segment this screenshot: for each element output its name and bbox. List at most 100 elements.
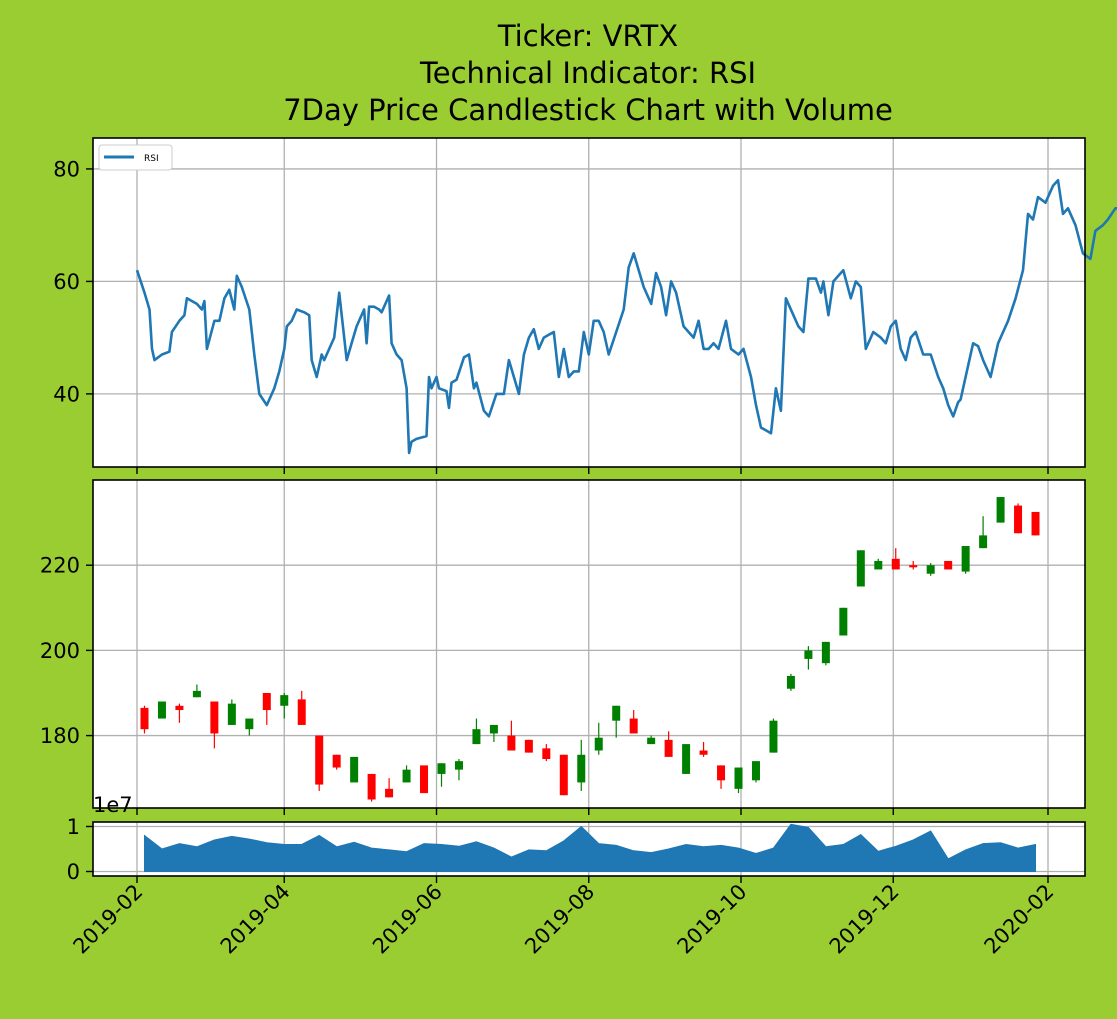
- candlestick: [454, 759, 463, 781]
- volume-offset-text: 1e7: [93, 793, 133, 817]
- rsi-legend-label: RSI: [144, 154, 159, 164]
- candlestick: [839, 607, 848, 636]
- candle-body: [140, 707, 149, 730]
- candle-body: [157, 701, 166, 719]
- rsi-y-tick-label: 60: [53, 270, 80, 294]
- candlestick: [192, 684, 201, 698]
- candlestick: [909, 560, 918, 570]
- rsi-line: [135, 178, 1117, 455]
- candle-body: [821, 641, 830, 664]
- candlestick: [682, 744, 691, 774]
- candlestick: [489, 724, 498, 742]
- candle-layer: [140, 497, 1040, 802]
- candlestick: [280, 692, 289, 719]
- candlestick: [629, 710, 638, 734]
- candle-body: [577, 754, 586, 783]
- candlestick: [140, 705, 149, 734]
- candle-body: [839, 607, 848, 636]
- rsi-panel: 40 60 80 RSI: [53, 137, 1117, 474]
- candlestick: [210, 701, 219, 749]
- candle-body: [874, 560, 883, 570]
- candle-body: [297, 699, 306, 725]
- candle-body: [280, 695, 289, 706]
- candlestick: [926, 563, 935, 576]
- candlestick: [769, 718, 778, 753]
- candlestick: [664, 731, 673, 757]
- chart-title: Ticker: VRTX Technical Indicator: RSI 7D…: [283, 19, 893, 127]
- candlestick: [385, 778, 394, 798]
- volume-y-tick-label: 1: [67, 815, 80, 839]
- candle-body: [245, 718, 254, 730]
- rsi-y-axis: 40 60 80: [53, 157, 93, 406]
- candle-body: [472, 729, 481, 745]
- candlestick: [472, 718, 481, 745]
- candlestick: [227, 699, 236, 725]
- candlestick: [612, 705, 621, 738]
- candlestick: [157, 701, 166, 719]
- candle-body: [542, 748, 551, 760]
- candle-body: [891, 558, 900, 570]
- candlestick: [734, 767, 743, 794]
- candlestick: [944, 560, 953, 570]
- candle-body: [210, 701, 219, 734]
- candlestick: [717, 765, 726, 789]
- candle-body: [734, 767, 743, 789]
- candlestick: [961, 546, 970, 574]
- candle-body: [1014, 505, 1023, 534]
- candlestick: [821, 641, 830, 666]
- candle-body: [437, 763, 446, 774]
- title-line-1: Ticker: VRTX: [497, 19, 678, 53]
- rsi-legend-box: [98, 144, 173, 171]
- rsi-y-tick-label: 40: [53, 382, 80, 406]
- candlestick: [367, 773, 376, 802]
- candle-body: [420, 765, 429, 794]
- candlestick: [594, 722, 603, 755]
- volume-layer: [144, 823, 1036, 872]
- candlestick: [297, 690, 306, 725]
- candle-body: [559, 754, 568, 796]
- candle-body: [961, 546, 970, 572]
- candle-body: [262, 692, 271, 711]
- candlestick: [979, 516, 988, 549]
- volume-area: [144, 823, 1036, 872]
- candlestick: [542, 744, 551, 762]
- price-grid: [93, 480, 1085, 808]
- price-y-tick-label: 180: [40, 724, 80, 748]
- volume-y-axis: 01: [67, 815, 93, 884]
- candle-body: [717, 765, 726, 781]
- candlestick: [402, 765, 411, 783]
- candle-body: [1031, 511, 1040, 536]
- rsi-x-tick-marks: [136, 467, 1049, 474]
- price-x-tick-marks: [136, 808, 1049, 815]
- candlestick: [507, 720, 516, 751]
- candle-body: [367, 773, 376, 800]
- candle-body: [769, 720, 778, 753]
- rsi-y-tick-label: 80: [53, 157, 80, 181]
- candle-body: [227, 703, 236, 725]
- price-panel: 180 200 220: [40, 479, 1086, 815]
- candle-body: [402, 769, 411, 783]
- candlestick: [332, 754, 341, 770]
- candlestick: [891, 548, 900, 570]
- rsi-grid: [93, 138, 1085, 467]
- candlestick: [874, 558, 883, 570]
- rsi-line-layer: [135, 178, 1117, 455]
- candlestick: [524, 739, 533, 753]
- candlestick: [262, 692, 271, 725]
- candle-body: [524, 739, 533, 753]
- candlestick: [559, 754, 568, 796]
- title-line-2: Technical Indicator: RSI: [419, 56, 756, 90]
- candlestick: [245, 718, 254, 736]
- candle-body: [682, 744, 691, 774]
- candlestick: [996, 497, 1005, 523]
- candlestick: [856, 550, 865, 587]
- candle-body: [804, 650, 813, 659]
- candlestick: [1031, 511, 1040, 536]
- candle-body: [909, 565, 918, 568]
- candle-body: [454, 761, 463, 770]
- candle-body: [979, 535, 988, 549]
- rsi-legend: RSI: [98, 144, 173, 171]
- candle-body: [385, 788, 394, 798]
- candlestick: [577, 739, 586, 791]
